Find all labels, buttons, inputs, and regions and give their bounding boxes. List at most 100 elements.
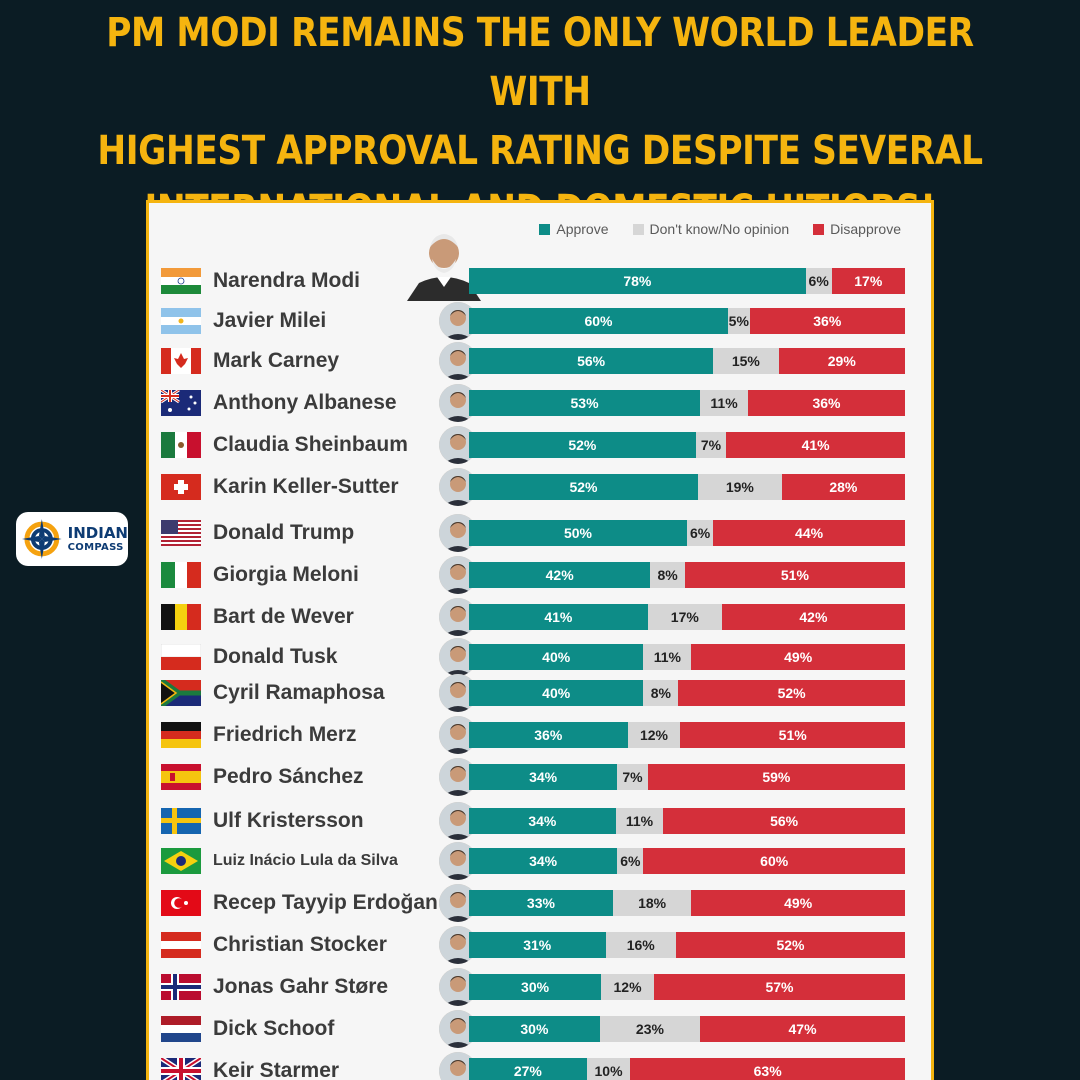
bar-value-label: 60% [584, 313, 613, 329]
bar-segment-disapprove: 60% [643, 848, 905, 874]
leader-name: Ulf Kristersson [213, 809, 364, 832]
stacked-bar: 30% 23% 47% [469, 1016, 905, 1042]
stacked-bar: 40% 11% 49% [469, 644, 905, 670]
bar-segment-neutral: 19% [698, 474, 782, 500]
bar-value-label: 52% [568, 437, 597, 453]
stacked-bar: 41% 17% 42% [469, 604, 905, 630]
bar-value-label: 36% [812, 395, 841, 411]
bar-value-label: 42% [545, 567, 574, 583]
stacked-bar: 56% 15% 29% [469, 348, 905, 374]
bar-segment-approve: 34% [469, 808, 616, 834]
leader-name: Friedrich Merz [213, 723, 357, 746]
bar-value-label: 18% [638, 895, 667, 911]
bar-value-label: 78% [623, 273, 652, 289]
bar-value-label: 59% [762, 769, 791, 785]
leader-name: Dick Schoof [213, 1017, 335, 1040]
bar-value-label: 29% [827, 353, 856, 369]
bar-segment-neutral: 6% [617, 848, 644, 874]
bar-segment-approve: 34% [469, 764, 618, 790]
stacked-bar: 31% 16% 52% [469, 932, 905, 958]
chart-row-giorgia-meloni: Giorgia Meloni 42% 8% 51% [149, 555, 931, 595]
bar-segment-disapprove: 51% [684, 562, 905, 588]
bar-segment-disapprove: 59% [647, 764, 905, 790]
leader-photo [399, 221, 489, 301]
leader-name: Cyril Ramaphosa [213, 681, 385, 704]
headline-line-1: PM MODI REMAINS THE ONLY WORLD LEADER WI… [106, 10, 974, 115]
chart-row-narendra-modi: Narendra Modi 78% 6% 17% [149, 234, 931, 301]
chart-row-keir-starmer: Keir Starmer 27% 10% 63% [149, 1051, 931, 1080]
bar-segment-neutral: 12% [601, 974, 654, 1000]
leader-name: Anthony Albanese [213, 391, 397, 414]
bar-segment-approve: 34% [469, 848, 618, 874]
flag-switzerland-icon [161, 474, 201, 500]
bar-value-label: 27% [513, 1063, 542, 1079]
leader-name: Karin Keller-Sutter [213, 475, 399, 498]
stacked-bar: 53% 11% 36% [469, 390, 905, 416]
bar-value-label: 57% [765, 979, 794, 995]
chart-row-cyril-ramaphosa: Cyril Ramaphosa 40% 8% 52% [149, 673, 931, 713]
leader-name: Javier Milei [213, 309, 327, 332]
bar-segment-disapprove: 56% [663, 808, 905, 834]
stacked-bar: 33% 18% 49% [469, 890, 905, 916]
legend-swatch-approve [539, 223, 551, 235]
bar-segment-neutral: 6% [805, 268, 832, 294]
bar-value-label: 15% [731, 353, 760, 369]
flag-netherlands-icon [161, 1016, 201, 1042]
bar-value-label: 41% [544, 609, 573, 625]
chart-row-christian-stocker: Christian Stocker 31% 16% 52% [149, 925, 931, 965]
leader-name: Narendra Modi [213, 269, 361, 292]
logo-text-line-1: INDIAN [67, 523, 128, 542]
bar-value-label: 33% [526, 895, 555, 911]
bar-segment-approve: 40% [469, 644, 644, 670]
bar-value-label: 42% [799, 609, 828, 625]
stacked-bar: 52% 7% 41% [469, 432, 905, 458]
bar-segment-disapprove: 36% [748, 390, 905, 416]
bar-segment-approve: 42% [469, 562, 651, 588]
legend-label-disapprove: Disapprove [830, 221, 901, 237]
bar-value-label: 31% [523, 937, 552, 953]
bar-segment-approve: 31% [469, 932, 606, 958]
leader-name: Christian Stocker [213, 933, 387, 956]
chart-row-karin-keller-sutter: Karin Keller-Sutter 52% 19% 28% [149, 467, 931, 507]
legend-item-disapprove: Disapprove [813, 221, 901, 237]
bar-segment-disapprove: 49% [691, 644, 905, 670]
bar-value-label: 52% [776, 937, 805, 953]
chart-row-bart-de-wever: Bart de Wever 41% 17% 42% [149, 597, 931, 637]
bar-segment-neutral: 11% [615, 808, 664, 834]
flag-italy-icon [161, 562, 201, 588]
bar-segment-neutral: 7% [695, 432, 727, 458]
bar-value-label: 16% [626, 937, 655, 953]
flag-mexico-icon [161, 432, 201, 458]
bar-value-label: 40% [542, 685, 571, 701]
bar-value-label: 30% [521, 979, 550, 995]
flag-argentina-icon [161, 308, 201, 334]
chart-row-pedro-sanchez: Pedro Sánchez 34% 7% 59% [149, 757, 931, 797]
bar-segment-approve: 33% [469, 890, 613, 916]
bar-value-label: 8% [650, 685, 671, 701]
chart-row-jonas-gahr-stre: Jonas Gahr Støre 30% 12% 57% [149, 967, 931, 1007]
leader-name: Bart de Wever [213, 605, 354, 628]
bar-value-label: 52% [777, 685, 806, 701]
flag-germany-icon [161, 722, 201, 748]
chart-row-javier-milei: Javier Milei 60% 5% 36% [149, 301, 931, 341]
flag-norway-icon [161, 974, 201, 1000]
bar-segment-disapprove: 42% [721, 604, 905, 630]
flag-uk-icon [159, 1055, 203, 1080]
bar-value-label: 36% [534, 727, 563, 743]
chart-row-recep-tayyip-erdogan: Recep Tayyip Erdoğan 33% 18% 49% [149, 883, 931, 923]
bar-segment-neutral: 11% [700, 390, 749, 416]
bar-segment-neutral: 5% [728, 308, 750, 334]
bar-segment-approve: 78% [469, 268, 806, 294]
flag-australia-icon [160, 388, 201, 416]
leader-name: Claudia Sheinbaum [213, 433, 408, 456]
bar-segment-approve: 50% [469, 520, 687, 546]
bar-value-label: 30% [520, 1021, 549, 1037]
flag-india-icon [161, 268, 201, 294]
bar-segment-disapprove: 52% [675, 932, 905, 958]
bar-segment-approve: 52% [469, 432, 696, 458]
leader-name: Donald Tusk [213, 645, 338, 668]
compass-icon [21, 519, 62, 559]
bar-segment-disapprove: 51% [680, 722, 905, 748]
stacked-bar: 40% 8% 52% [469, 680, 905, 706]
bar-value-label: 53% [570, 395, 599, 411]
